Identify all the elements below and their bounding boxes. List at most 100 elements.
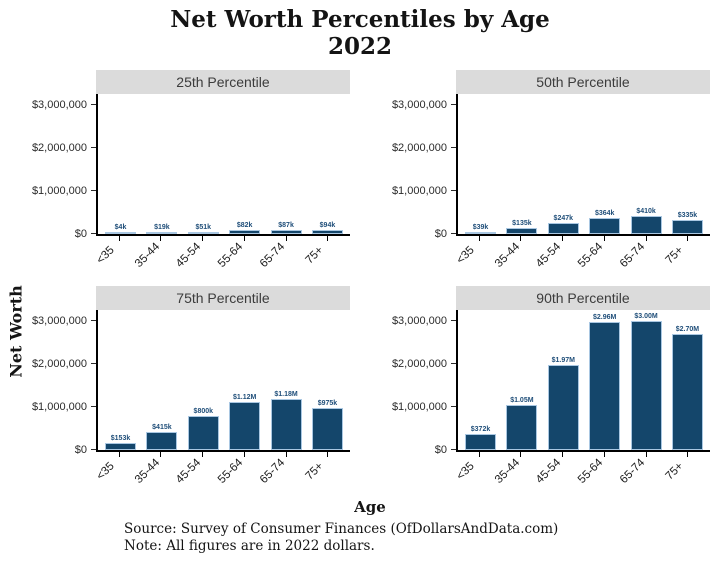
bar-50th-percentile-75+ xyxy=(671,220,703,234)
bar-group: $364k xyxy=(589,210,621,234)
x-tick-label: 45-54 xyxy=(174,240,204,271)
figure-note: Note: All figures are in 2022 dollars. xyxy=(124,538,375,554)
bar-group: $19k xyxy=(146,224,178,234)
x-axis-75th-percentile: <35 35-44 45-54 55-64 65-74 75+ xyxy=(94,452,350,496)
x-tick-mark xyxy=(285,452,287,457)
y-tick-label: $2,000,000 xyxy=(31,141,87,154)
panel-90th-percentile: 90th Percentile $0 $1,000,000 $2,000,000 $3,… xyxy=(390,286,710,496)
bar-group: $87k xyxy=(270,222,302,234)
bar-value-label: $1.12M xyxy=(232,394,257,401)
x-tick: 55-64 xyxy=(216,236,259,280)
panel-25th-percentile: 25th Percentile $0 $1,000,000 $2,000,000 $3,… xyxy=(30,70,350,280)
x-tick-mark xyxy=(562,452,564,457)
y-axis-25th-percentile: $0 $1,000,000 $2,000,000 $3,000,000 xyxy=(30,94,96,240)
x-tick-label: <35 xyxy=(454,460,477,483)
x-tick: 45-54 xyxy=(174,236,218,280)
x-tick-mark xyxy=(243,236,245,241)
y-axis-75th-percentile: $0 $1,000,000 $2,000,000 $3,000,000 xyxy=(30,310,96,456)
y-tick-label: $2,000,000 xyxy=(391,141,447,154)
y-tick-mark xyxy=(451,449,456,450)
y-tick-mark xyxy=(451,233,456,234)
bar-value-label: $3.00M xyxy=(634,313,658,320)
y-tick-mark xyxy=(91,233,96,234)
y-axis-50th-percentile: $0 $1,000,000 $2,000,000 $3,000,000 xyxy=(390,94,456,240)
y-tick-label: $1,000,000 xyxy=(391,184,447,197)
bar-group: $94k xyxy=(311,222,343,234)
x-tick: 75+ xyxy=(303,452,343,496)
bar-50th-percentile-35-44 xyxy=(506,228,538,234)
bar-group: $1.18M xyxy=(270,391,302,450)
x-tick-mark xyxy=(520,452,522,457)
bar-75th-percentile-75+ xyxy=(311,408,343,450)
bar-value-label: $39k xyxy=(472,224,489,231)
bar-value-label: $975k xyxy=(317,400,338,407)
y-tick-mark xyxy=(451,362,456,364)
x-axis-25th-percentile: <35 35-44 45-54 55-64 65-74 75+ xyxy=(94,236,350,280)
x-tick: 45-54 xyxy=(534,236,578,280)
bar-value-label: $410k xyxy=(636,208,656,215)
y-tick-label: $0 xyxy=(434,444,447,456)
x-tick-label: 75+ xyxy=(663,460,686,483)
x-tick-label: 55-64 xyxy=(576,240,606,271)
source-note: Source: Survey of Consumer Finances (OfD… xyxy=(124,521,559,537)
figure-footer: Source: Survey of Consumer Finances (OfD… xyxy=(124,521,720,555)
bar-group: $1.12M xyxy=(229,394,261,450)
x-tick-label: 75+ xyxy=(303,244,326,267)
x-tick-label: 55-64 xyxy=(216,456,246,487)
y-tick-label: $1,000,000 xyxy=(31,184,87,197)
bar-group: $1.97M xyxy=(547,357,579,450)
bar-90th-percentile-65-74 xyxy=(630,321,662,450)
bar-value-label: $364k xyxy=(594,210,615,217)
x-tick: 75+ xyxy=(663,452,703,496)
bar-value-label: $1.18M xyxy=(274,391,298,398)
bar-value-label: $82k xyxy=(236,222,253,229)
bar-value-label: $372k xyxy=(470,426,491,433)
x-tick-mark xyxy=(243,452,245,457)
x-tick-mark xyxy=(118,452,120,457)
bar-value-label: $1.05M xyxy=(510,397,534,404)
bar-50th-percentile-65-74 xyxy=(630,216,662,234)
x-tick-mark xyxy=(118,236,120,241)
bar-90th-percentile-75+ xyxy=(671,334,703,450)
bar-group: $39k xyxy=(465,224,496,234)
bar-value-label: $2.96M xyxy=(592,314,617,321)
bar-75th-percentile-<35 xyxy=(105,443,136,450)
bar-group: $247k xyxy=(547,215,579,234)
bar-group: $3.00M xyxy=(630,313,662,450)
bar-group: $51k xyxy=(187,224,219,234)
plot-area-90th-percentile: $372k $1.05M $1.97M $2.96M $3.00M $2.70M xyxy=(456,310,710,452)
y-tick-label: $0 xyxy=(74,228,87,240)
x-tick-mark xyxy=(160,236,162,241)
y-tick-mark xyxy=(451,146,456,148)
bar-75th-percentile-45-54 xyxy=(187,416,219,450)
x-tick-mark xyxy=(562,236,564,241)
panel-header-75th-percentile: 75th Percentile xyxy=(96,286,350,310)
bar-value-label: $94k xyxy=(319,222,336,229)
x-tick-mark xyxy=(285,236,287,241)
bar-value-label: $135k xyxy=(512,220,532,227)
y-tick-label: $2,000,000 xyxy=(391,357,447,370)
y-tick-label: $3,000,000 xyxy=(31,98,87,111)
x-tick-label: 65-74 xyxy=(617,456,648,487)
x-tick: 35-44 xyxy=(133,236,176,280)
x-tick-mark xyxy=(160,452,162,457)
x-tick-mark xyxy=(520,236,522,241)
y-tick-mark xyxy=(91,449,96,450)
x-tick-label: 35-44 xyxy=(492,240,522,271)
x-tick: <35 xyxy=(454,452,494,496)
y-tick-label: $0 xyxy=(434,228,447,240)
bar-group: $2.96M xyxy=(589,314,621,450)
bar-group: $153k xyxy=(105,435,136,450)
x-tick-mark xyxy=(327,236,329,241)
x-tick-mark xyxy=(478,452,480,457)
y-tick-label: $0 xyxy=(74,444,87,456)
x-tick-label: 65-74 xyxy=(257,240,288,271)
y-tick-mark xyxy=(91,103,96,105)
panel-header-25th-percentile: 25th Percentile xyxy=(96,70,350,94)
bar-25th-percentile-55-64 xyxy=(229,230,261,234)
x-tick: 65-74 xyxy=(618,452,661,496)
bar-value-label: $153k xyxy=(110,435,131,442)
x-tick-label: <35 xyxy=(94,244,117,267)
x-tick-label: 65-74 xyxy=(257,456,288,487)
